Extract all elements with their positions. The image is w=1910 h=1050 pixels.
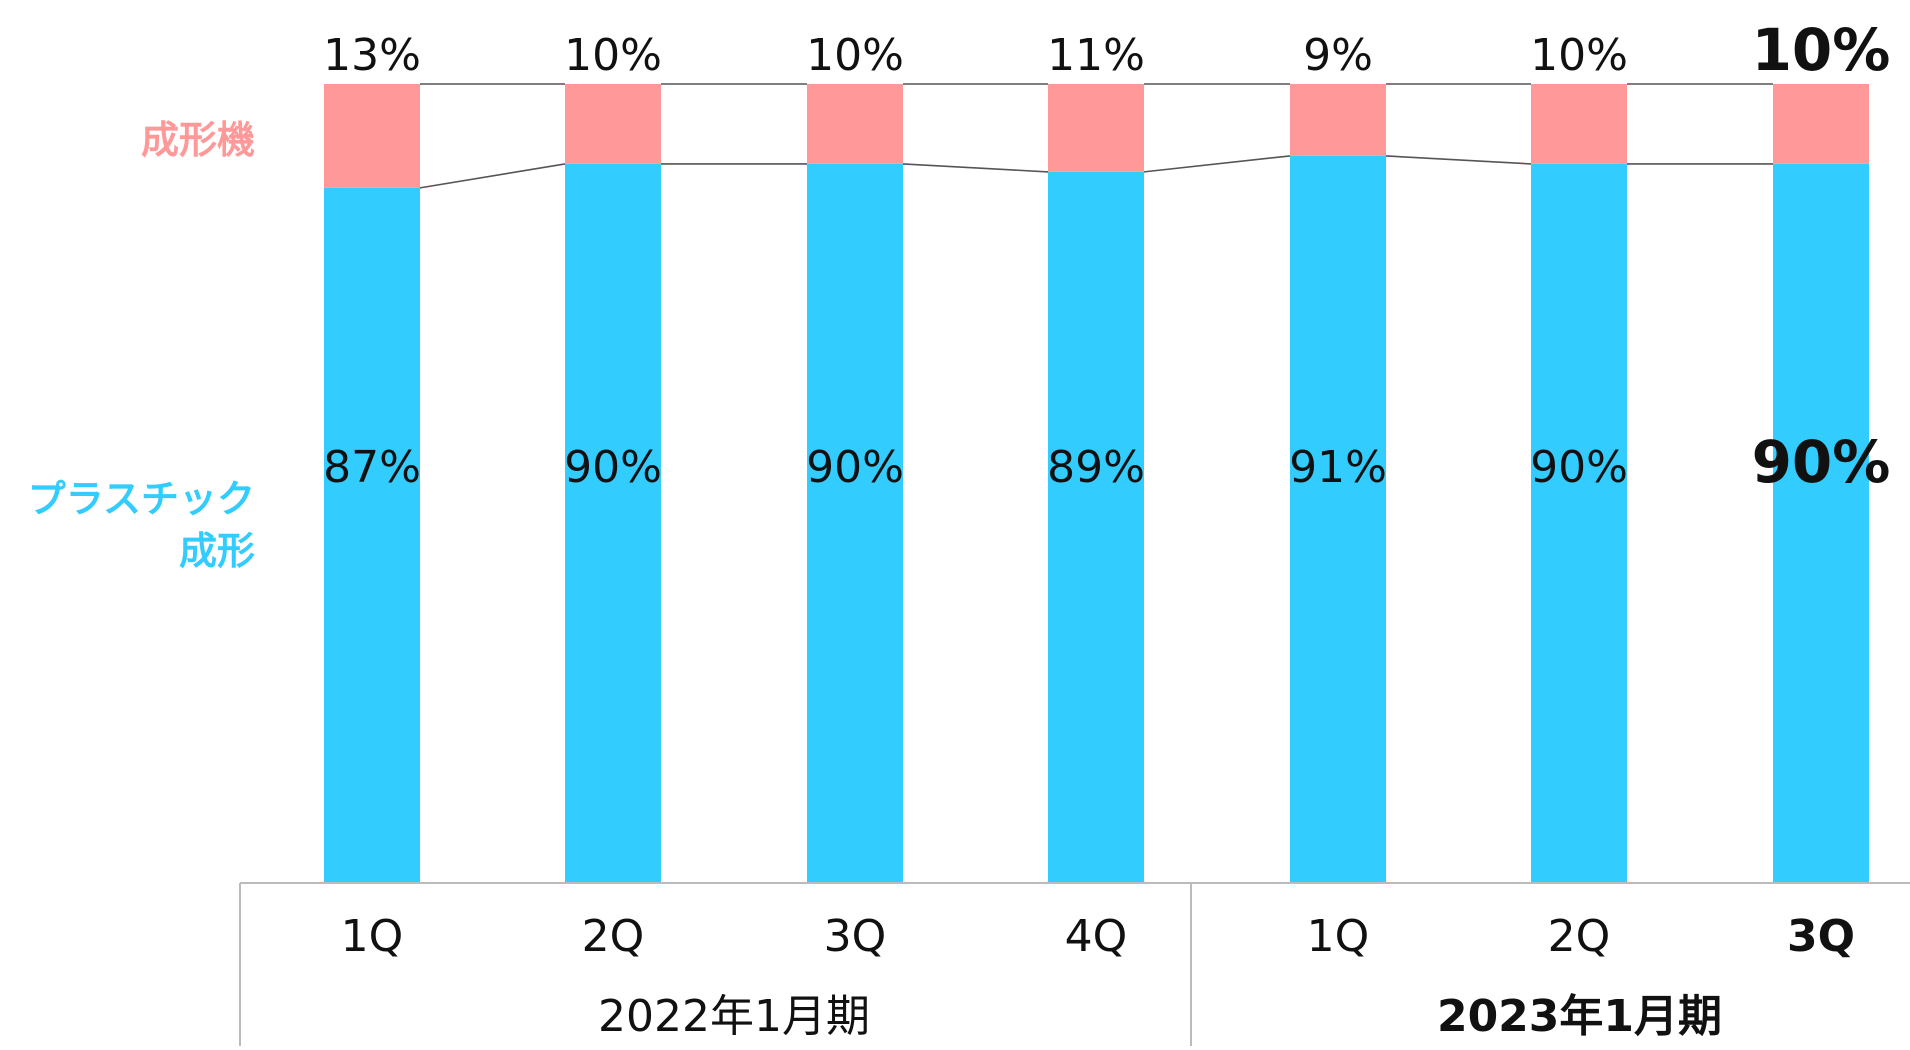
bar-segment-machine bbox=[1290, 84, 1386, 156]
bar-segment-plastic bbox=[324, 187, 420, 883]
data-label-machine: 10% bbox=[1530, 30, 1628, 81]
data-label-plastic: 90% bbox=[1752, 428, 1891, 496]
bar-segment-machine bbox=[807, 84, 903, 164]
data-label-machine: 13% bbox=[323, 30, 421, 81]
data-label-plastic: 90% bbox=[806, 442, 904, 493]
bar-segment-machine bbox=[565, 84, 661, 164]
data-label-plastic: 90% bbox=[1530, 442, 1628, 493]
data-label-plastic: 89% bbox=[1047, 442, 1145, 493]
bar-segment-plastic bbox=[1773, 163, 1869, 883]
legend-label-machine: 成形機 bbox=[141, 118, 255, 162]
x-tick-label: 1Q bbox=[1307, 911, 1370, 962]
x-tick-label: 2Q bbox=[1548, 911, 1611, 962]
bar-segment-machine bbox=[1048, 84, 1144, 172]
x-tick-label: 1Q bbox=[341, 911, 404, 962]
bar-segment-plastic bbox=[1290, 155, 1386, 883]
x-group-label: 2023年1月期 bbox=[1437, 991, 1722, 1042]
connector-line-boundary bbox=[419, 163, 566, 189]
data-label-plastic: 87% bbox=[323, 442, 421, 493]
connector-line-boundary bbox=[902, 163, 1049, 173]
bar-segment-plastic bbox=[1531, 163, 1627, 883]
connector-line-boundary bbox=[1385, 155, 1532, 165]
data-label-machine: 10% bbox=[806, 30, 904, 81]
data-label-machine: 10% bbox=[1752, 16, 1891, 84]
legend-label-plastic: プラスチック成形 bbox=[28, 477, 255, 573]
data-label-plastic: 91% bbox=[1289, 442, 1387, 493]
x-tick-label: 2Q bbox=[582, 911, 645, 962]
bar-segment-machine bbox=[1773, 84, 1869, 164]
legend-label-plastic-line: 成形 bbox=[179, 529, 255, 573]
legend-label-plastic-line: プラスチック bbox=[28, 477, 255, 521]
x-tick-label: 3Q bbox=[1787, 911, 1855, 962]
bar-segment-machine bbox=[1531, 84, 1627, 164]
data-label-machine: 10% bbox=[564, 30, 662, 81]
connector-line-boundary bbox=[1143, 155, 1291, 173]
data-label-plastic: 90% bbox=[564, 442, 662, 493]
data-label-machine: 9% bbox=[1303, 30, 1373, 81]
bar-segment-plastic bbox=[1048, 171, 1144, 883]
x-tick-label: 3Q bbox=[824, 911, 887, 962]
bar-segment-machine bbox=[324, 84, 420, 188]
x-group-label: 2022年1月期 bbox=[598, 991, 870, 1042]
bar-segment-plastic bbox=[565, 163, 661, 883]
bar-segment-plastic bbox=[807, 163, 903, 883]
data-label-machine: 11% bbox=[1047, 30, 1145, 81]
x-tick-label: 4Q bbox=[1065, 911, 1128, 962]
